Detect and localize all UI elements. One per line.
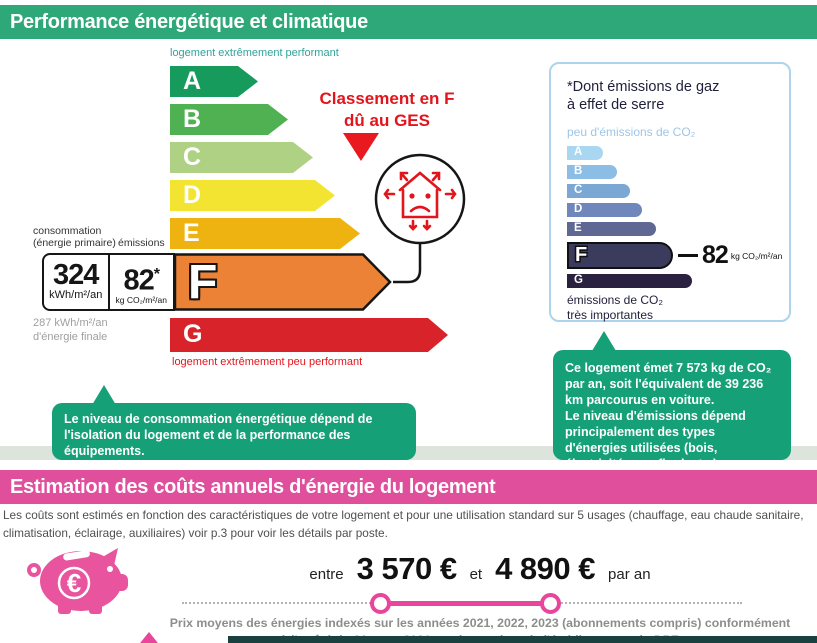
cost-max-value: 4 890 € xyxy=(495,551,596,586)
ges-low-label: peu d'émissions de CO₂ xyxy=(567,125,696,140)
energy-class-bar-b: B xyxy=(170,104,288,135)
energy-scale-best-label: logement extrêmement performant xyxy=(170,47,339,59)
slider-range-fill xyxy=(382,601,550,606)
cost-min-value: 3 570 € xyxy=(356,551,457,586)
callout-arrow-down-icon xyxy=(343,133,379,161)
cost-prefix: entre xyxy=(309,566,344,583)
energy-class-bar-c: C xyxy=(170,142,313,173)
energy-scale-worst-label: logement extrêmement peu performant xyxy=(172,356,363,368)
ges-bar-e: E xyxy=(567,222,656,237)
energy-class-letter-b: B xyxy=(183,105,202,133)
svg-text:€: € xyxy=(67,568,81,598)
ges-scale: A B C D E F 82 kg CO₂/m²/an G xyxy=(567,146,789,289)
section-header-energy: Performance énergétique et climatique xyxy=(0,5,817,39)
ges-value-connector xyxy=(678,254,698,258)
ges-bar-c: C xyxy=(567,184,630,199)
section-header-costs: Estimation des coûts annuels d'énergie d… xyxy=(0,470,817,504)
emissions-value: 82* xyxy=(123,264,161,297)
energy-class-letter-d: D xyxy=(183,181,202,209)
emissions-unit: kg CO₂/m²/an xyxy=(115,294,167,305)
ges-panel-title: *Dont émissions de gaz à effet de serre xyxy=(567,79,720,114)
ges-emissions-panel: *Dont émissions de gaz à effet de serre … xyxy=(549,62,791,322)
ges-value: 82 xyxy=(702,241,729,270)
cost-conjunction: et xyxy=(469,566,483,583)
energy-class-f-arrow xyxy=(175,253,392,311)
classification-callout: Classement en F dû au GES xyxy=(319,89,455,131)
house-heat-loss-badge xyxy=(374,153,466,284)
current-energy-class-row: 324 kWh/m²/an 82* kg CO₂/m²/an F xyxy=(42,253,392,311)
piggy-bank-icon: € xyxy=(27,548,128,614)
ges-bar-d: D xyxy=(567,203,642,218)
emissions-value-cell: 82* kg CO₂/m²/an xyxy=(110,255,174,309)
slider-knob-min xyxy=(370,593,391,614)
energy-class-bar-e: E xyxy=(170,218,360,249)
slider-knob-max xyxy=(540,593,561,614)
footnote-asterisk: * xyxy=(153,266,160,283)
cost-suffix: par an xyxy=(608,566,651,583)
consumption-unit: kWh/m²/an xyxy=(49,289,103,301)
next-section-pointer-icon xyxy=(136,632,162,643)
energy-class-letter-g: G xyxy=(183,320,203,348)
next-section-edge xyxy=(228,636,817,643)
ges-high-label: émissions de CO₂ très importantes xyxy=(567,293,664,323)
ges-bar-g: G xyxy=(567,274,692,289)
ges-current-letter: F xyxy=(575,244,588,267)
consumption-column-label: consommation (énergie primaire) xyxy=(33,225,116,249)
annual-cost-range: entre 3 570 € et 4 890 € par an xyxy=(150,551,810,587)
energy-class-letter-a: A xyxy=(183,67,202,95)
tooltip-pointer-energy xyxy=(92,385,116,405)
energy-values-box: 324 kWh/m²/an 82* kg CO₂/m²/an xyxy=(42,253,175,311)
energy-class-letter-e: E xyxy=(183,219,200,247)
current-energy-class-letter: F xyxy=(188,256,218,309)
final-energy-note: 287 kWh/m²/an d'énergie finale xyxy=(33,317,108,343)
consumption-value: 324 xyxy=(53,259,99,291)
energy-class-bar-a: A xyxy=(170,66,258,97)
energy-class-letter-c: C xyxy=(183,143,202,171)
ges-bar-a: A xyxy=(567,146,603,161)
consumption-value-cell: 324 kWh/m²/an xyxy=(44,255,110,309)
ges-tooltip: Ce logement émet 7 573 kg de CO₂ par an,… xyxy=(553,350,791,471)
tooltip-pointer-ges xyxy=(592,331,616,351)
energy-tooltip: Le niveau de consommation énergétique dé… xyxy=(52,403,416,474)
sad-house-icon xyxy=(383,171,457,231)
costs-description: Les coûts sont estimés en fonction des c… xyxy=(3,508,804,540)
energy-class-bar-d: D xyxy=(170,180,335,211)
energy-class-bar-g: G xyxy=(170,318,448,352)
ges-value-unit: kg CO₂/m²/an xyxy=(730,250,783,261)
cost-range-slider xyxy=(182,592,742,616)
ges-bar-b: B xyxy=(567,165,617,180)
emissions-column-label: émissions xyxy=(118,237,165,249)
ges-bar-f: F xyxy=(567,242,673,270)
ges-current-row: F 82 kg CO₂/m²/an xyxy=(567,241,789,270)
